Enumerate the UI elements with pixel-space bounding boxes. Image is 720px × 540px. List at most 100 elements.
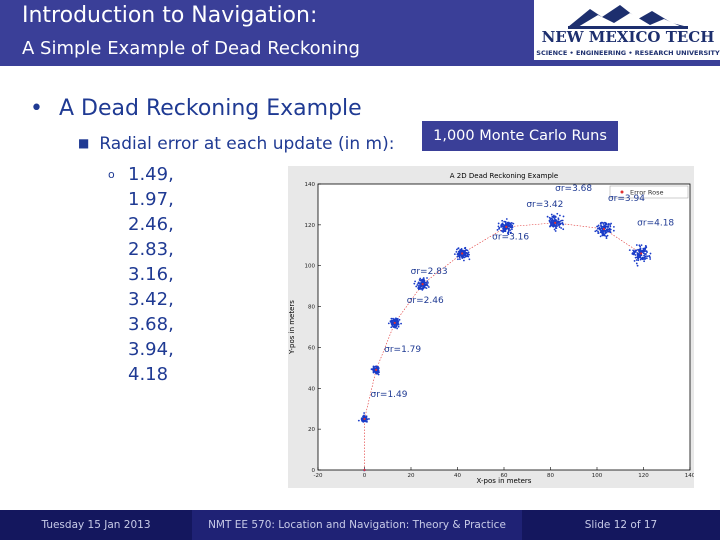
scatter-point: [504, 220, 507, 223]
mean-point: [461, 252, 464, 255]
scatter-point: [357, 419, 360, 422]
main-bullet-text: A Dead Reckoning Example: [58, 96, 362, 121]
scatter-point: [548, 216, 551, 219]
scatter-point: [498, 228, 500, 230]
error-cluster: [363, 468, 366, 472]
scatter-point: [422, 284, 424, 287]
scatter-point: [557, 218, 560, 221]
scatter-point: [501, 219, 504, 222]
scatter-point: [510, 225, 513, 228]
x-tick-label: 100: [592, 473, 603, 479]
scatter-point: [461, 249, 464, 252]
scatter-point: [603, 229, 606, 232]
x-tick-label: 140: [685, 473, 694, 479]
scatter-point: [645, 250, 648, 253]
scatter-point: [375, 365, 378, 368]
slide-footer: Tuesday 15 Jan 2013 NMT EE 570: Location…: [0, 510, 720, 540]
bullet-dot-icon: •: [30, 96, 43, 121]
scatter-point: [555, 219, 558, 222]
scatter-point: [549, 218, 552, 221]
scatter-point: [457, 247, 460, 250]
trajectory-line: [364, 222, 642, 470]
error-value: 3.68,: [128, 314, 174, 335]
scatter-point: [639, 249, 642, 252]
scatter-point: [400, 322, 402, 325]
sigma-label: σr=4.18: [637, 218, 674, 228]
error-value: 2.83,: [128, 239, 174, 260]
scatter-point: [605, 237, 608, 240]
mean-point: [602, 227, 606, 231]
scatter-point: [463, 251, 466, 254]
scatter-point: [598, 226, 601, 229]
y-tick-label: 40: [308, 386, 315, 392]
scatter-point: [374, 370, 377, 373]
scatter-point: [392, 318, 395, 321]
scatter-point: [417, 286, 420, 288]
scatter-point: [500, 224, 503, 227]
scatter-point: [638, 248, 641, 251]
mean-point: [375, 368, 378, 371]
scatter-point: [638, 250, 640, 253]
scatter-point: [602, 229, 605, 232]
scatter-point: [508, 222, 511, 225]
scatter-point: [644, 244, 647, 247]
scatter-point: [418, 278, 421, 281]
scatter-point: [465, 249, 468, 251]
scatter-point: [377, 369, 380, 372]
scatter-point: [503, 224, 505, 226]
scatter-point: [600, 224, 602, 227]
error-cluster: [496, 218, 515, 236]
scatter-point: [507, 222, 510, 225]
mean-point: [421, 283, 424, 286]
sub-bullet-text: Radial error at each update (in m):: [99, 134, 395, 154]
error-value: 3.94,: [128, 339, 174, 360]
sigma-label: σr=1.79: [384, 345, 421, 355]
dead-reckoning-chart: A 2D Dead Reckoning Example X-pos in met…: [288, 166, 694, 488]
scatter-point: [600, 229, 602, 232]
scatter-point: [413, 282, 416, 285]
scatter-point: [638, 244, 641, 247]
scatter-point: [423, 281, 426, 284]
scatter-point: [372, 370, 375, 373]
scatter-point: [416, 284, 419, 286]
error-list: 1.49, 1.97, 2.46, 2.83, 3.16, 3.42, 3.68…: [128, 162, 174, 387]
error-cluster: [594, 221, 615, 240]
scatter-point: [419, 283, 421, 285]
scatter-point: [634, 256, 637, 259]
scatter-point: [390, 326, 393, 329]
sigma-label: σr=3.42: [526, 200, 563, 210]
scatter-point: [467, 253, 469, 255]
scatter-point: [636, 264, 639, 267]
error-cluster: [357, 412, 370, 423]
scatter-point: [509, 229, 512, 232]
scatter-point: [457, 258, 459, 261]
scatter-point: [554, 215, 557, 218]
scatter-point: [610, 222, 612, 225]
scatter-point: [457, 255, 460, 257]
scatter-point: [612, 225, 615, 228]
scatter-point: [415, 285, 418, 288]
scatter-point: [559, 223, 562, 226]
x-axis-label: X-pos in meters: [477, 477, 532, 485]
scatter-point: [501, 230, 504, 233]
scatter-point: [599, 222, 602, 225]
scatter-point: [597, 224, 600, 227]
scatter-point: [553, 228, 556, 231]
mean-point: [554, 221, 557, 224]
scatter-point: [391, 320, 394, 323]
logo-name: NEW MEXICO TECH: [541, 28, 715, 46]
y-tick-label: 140: [305, 182, 316, 188]
scatter-point: [603, 221, 606, 224]
scatter-point: [423, 285, 426, 288]
scatter-point: [465, 255, 467, 258]
scatter-point: [419, 287, 421, 290]
scatter-point: [628, 249, 631, 251]
y-tick-label: 0: [312, 468, 316, 474]
main-bullet: • A Dead Reckoning Example: [30, 96, 362, 121]
footer-slide-number: Slide 12 of 17: [522, 510, 720, 540]
scatter-point: [511, 224, 514, 227]
scatter-point: [377, 373, 380, 376]
scatter-point: [552, 215, 555, 218]
scatter-point: [637, 252, 639, 255]
sigma-label: σr=3.94: [608, 194, 645, 204]
